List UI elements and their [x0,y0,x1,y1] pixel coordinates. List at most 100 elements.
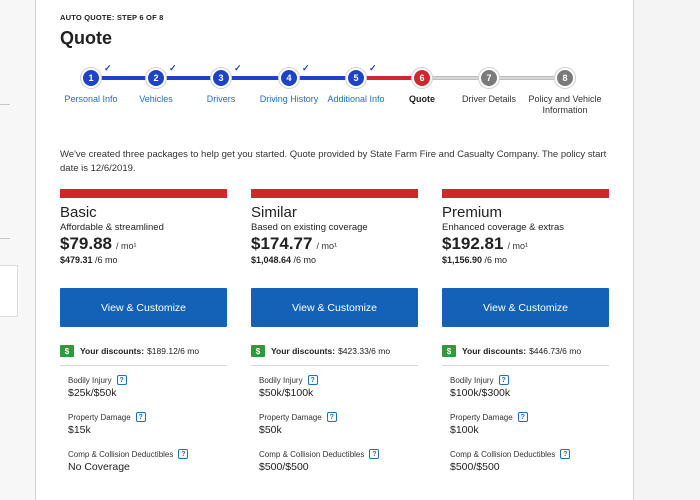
intro-text: We've created three packages to help get… [60,149,607,174]
monthly-price: $174.77 [251,234,313,253]
help-icon[interactable]: ? [517,412,528,422]
coverage-label: Comp & Collision Deductibles [259,449,365,459]
coverage-bodily-injury: Bodily Injury? $100k/$300k [442,375,609,399]
package-name: Basic [60,204,97,221]
help-icon[interactable]: ? [560,449,571,459]
step-4-link[interactable]: Driving History [259,94,319,104]
help-icon[interactable]: ? [307,375,318,385]
package-description: Affordable & streamlined [60,222,164,233]
divider [251,365,418,366]
view-customize-button[interactable]: View & Customize [442,288,609,327]
step-4-check-icon: ✓ [302,63,310,73]
package-basic: Basic Affordable & streamlined $79.88 / … [60,189,227,473]
view-customize-button[interactable]: View & Customize [251,288,418,327]
discount-value: $446.73/6 mo [529,346,582,356]
help-icon[interactable]: ? [326,412,337,422]
coverage-label: Bodily Injury [259,375,303,385]
package-description: Enhanced coverage & extras [442,222,564,233]
six-month-price: $1,156.90 /6 mo [442,255,508,265]
progress-line-current [356,76,422,80]
right-background-strip [633,0,700,500]
step-5-link[interactable]: Additional Info [327,94,385,104]
step-6-dot: 6 [412,68,432,88]
step-4-dot[interactable]: 4 [279,68,299,88]
coverage-deductibles: Comp & Collision Deductibles? $500/$500 [442,449,609,473]
step-3-check-icon: ✓ [234,63,242,73]
step-7-dot: 7 [479,68,499,88]
view-customize-button[interactable]: View & Customize [60,288,227,327]
step-6-label: Quote [409,94,435,104]
monthly-price: $192.81 [442,234,504,253]
coverage-bodily-injury: Bodily Injury? $50k/$100k [251,375,418,399]
six-month-price: $479.31 /6 mo [60,255,118,265]
help-icon[interactable]: ? [178,449,189,459]
coverage-label: Bodily Injury [450,375,494,385]
discount-row: $ Your discounts: $423.33/6 mo [251,345,418,357]
package-accent-bar [251,189,418,198]
step-7-label: Driver Details [461,94,516,104]
coverage-label: Property Damage [259,412,322,422]
six-month-price: $1,048.64 /6 mo [251,255,317,265]
per-month-label: / mo¹ [507,241,528,251]
step-3-dot[interactable]: 3 [211,68,231,88]
help-icon[interactable]: ? [116,375,127,385]
left-background-strip [0,0,35,500]
step-5-check-icon: ✓ [369,63,377,73]
coverage-label: Bodily Injury [68,375,112,385]
coverage-value: $50k/$100k [259,387,314,399]
package-similar: Similar Based on existing coverage $174.… [251,189,418,473]
package-accent-bar [442,189,609,198]
monthly-price: $79.88 [60,234,112,253]
step-1-dot[interactable]: 1 [81,68,101,88]
coverage-value: $15k [68,424,91,436]
step-8-dot: 8 [555,68,575,88]
coverage-value: $100k/$300k [450,387,511,399]
discount-value: $423.33/6 mo [338,346,391,356]
step-label: AUTO QUOTE: STEP 6 OF 8 [60,13,164,22]
step-1-link[interactable]: Personal Info [64,94,118,104]
left-divider [0,238,10,239]
divider [442,365,609,366]
left-divider [0,104,10,105]
help-icon[interactable]: ? [135,412,146,422]
discount-value: $189.12/6 mo [147,346,200,356]
coverage-value: $500/$500 [450,461,500,473]
step-8-label: Policy and Vehicle Information [528,94,602,115]
dollar-icon: $ [251,345,265,357]
coverage-value: $100k [450,424,479,436]
step-2-check-icon: ✓ [169,63,177,73]
coverage-label: Property Damage [68,412,131,422]
coverage-bodily-injury: Bodily Injury? $25k/$50k [60,375,227,399]
page-title: Quote [60,28,112,48]
help-icon[interactable]: ? [498,375,509,385]
coverage-label: Comp & Collision Deductibles [68,449,174,459]
package-name: Premium [442,204,503,221]
step-5-dot[interactable]: 5 [346,68,366,88]
package-accent-bar [60,189,227,198]
package-description: Based on existing coverage [251,222,368,233]
coverage-property-damage: Property Damage? $15k [60,412,227,436]
step-2-dot[interactable]: 2 [146,68,166,88]
discount-row: $ Your discounts: $189.12/6 mo [60,345,227,357]
coverage-deductibles: Comp & Collision Deductibles? $500/$500 [251,449,418,473]
per-month-label: / mo¹ [316,241,337,251]
step-2-link[interactable]: Vehicles [139,94,173,104]
coverage-value: $500/$500 [259,461,309,473]
coverage-value: $50k [259,424,282,436]
step-1-check-icon: ✓ [104,63,112,73]
divider [60,365,227,366]
package-premium: Premium Enhanced coverage & extras $192.… [442,189,609,473]
coverage-label: Property Damage [450,412,513,422]
left-side-box [0,265,18,317]
dollar-icon: $ [60,345,74,357]
discount-row: $ Your discounts: $446.73/6 mo [442,345,609,357]
dollar-icon: $ [442,345,456,357]
discount-label: Your discounts: [271,346,336,356]
coverage-deductibles: Comp & Collision Deductibles? No Coverag… [60,449,227,473]
coverage-property-damage: Property Damage? $100k [442,412,609,436]
quote-panel: AUTO QUOTE: STEP 6 OF 8 Quote 1 2 3 4 5 … [35,0,633,500]
coverage-label: Comp & Collision Deductibles [450,449,556,459]
coverage-property-damage: Property Damage? $50k [251,412,418,436]
help-icon[interactable]: ? [369,449,380,459]
step-3-link[interactable]: Drivers [206,94,236,104]
